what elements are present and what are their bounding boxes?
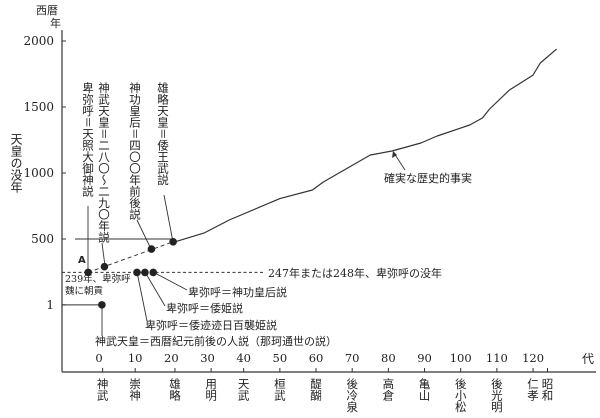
- x-tick-label: 60: [309, 351, 324, 365]
- emperor-name: 高倉: [381, 378, 396, 401]
- y-unit-label-2: 年: [50, 17, 61, 30]
- data-point-jimmu-1: [98, 301, 106, 309]
- annotation-certain-fact: 確実な歴史的事実: [384, 172, 472, 185]
- y-tick-label: 1500: [23, 100, 54, 114]
- leader-jingu-400: [136, 219, 152, 250]
- x-tick-label: 70: [345, 351, 360, 365]
- x-axis-label: 代: [582, 352, 595, 366]
- leader-jimmu-280: [101, 242, 106, 267]
- x-tick-label: 110: [486, 351, 508, 365]
- data-point-yuryaku: [169, 237, 177, 246]
- data-point-jimmu-280: [100, 262, 109, 271]
- emperor-name: 崇神: [128, 378, 143, 401]
- data-point-himiko-c: [149, 268, 158, 277]
- emperor-name: 後冷泉: [345, 378, 360, 413]
- leader-certain-fact: [393, 152, 406, 171]
- x-tick-label: 20: [164, 351, 179, 365]
- x-tick-label: 30: [200, 351, 215, 365]
- x-tick-label: 100: [450, 351, 472, 365]
- data-point-himiko-b: [141, 268, 149, 277]
- leader-himiko-yamatohime: [144, 271, 166, 307]
- leader-yuryaku: [163, 194, 174, 243]
- arrowhead: [392, 151, 397, 158]
- emperor-name: 桓武: [272, 378, 287, 401]
- x-tick-label: 80: [381, 351, 396, 365]
- data-point-himiko-amaterasu: [84, 268, 92, 277]
- emperor-name: 雄略: [167, 378, 182, 401]
- leader-himiko-momoso: [136, 271, 148, 322]
- annotation-himiko-amaterasu: 卑弥呼＝天照大御神説: [81, 82, 95, 197]
- annotation-jimmu-280: 神武天皇＝二八〇～二九〇年説: [97, 82, 111, 243]
- x-tick-label: 120: [522, 351, 544, 365]
- emperor-name: 用明: [204, 378, 219, 401]
- y-axis-label: 天皇の没年: [9, 133, 23, 193]
- x-tick-label: 0: [95, 351, 102, 365]
- emperor-name: 亀山: [417, 378, 432, 401]
- y-unit-label-1: 西暦: [36, 4, 58, 17]
- emperor-name: 後小松: [453, 378, 468, 413]
- emperor-name: 後光明: [489, 378, 504, 413]
- y-tick-label: 2000: [23, 34, 54, 48]
- data-point-jingu-400: [147, 245, 156, 253]
- annotation-jimmu-naka: 神武天皇＝西暦紀元前後の人説（那珂通世の説）: [95, 335, 337, 348]
- annotation-himiko-jingu: 卑弥呼＝神功皇后説: [188, 286, 287, 299]
- emperor-name: 醍醐: [309, 378, 324, 401]
- x-tick-label: 40: [236, 351, 251, 365]
- point-a-label: A: [78, 255, 86, 266]
- leader-himiko-jingu: [152, 271, 188, 291]
- y-tick-label: 500: [31, 232, 54, 246]
- emperor-name: 仁孝: [526, 378, 541, 401]
- emperor-name: 神武: [95, 378, 110, 401]
- data-point-himiko-a: [133, 268, 141, 277]
- annotation-himiko-momoso: 卑弥呼＝倭迹迹日百襲姫説: [145, 319, 277, 332]
- x-tick-label: 10: [128, 351, 143, 365]
- x-tick-label: 90: [417, 351, 432, 365]
- x-tick-label: 50: [273, 351, 288, 365]
- annotation-himiko-yamatohime: 卑弥呼＝倭姫説: [166, 302, 243, 315]
- annotation-jingu-400: 神功皇后＝四〇〇年前後説: [128, 82, 142, 220]
- series-line: [174, 48, 557, 243]
- emperor-name: 昭和: [540, 378, 555, 401]
- y-tick-label: 1000: [23, 166, 54, 180]
- annotation-himiko-death: 247年または248年、卑弥呼の没年: [268, 267, 442, 280]
- emperor-name: 天武: [236, 378, 251, 401]
- annotation-tribute-239-1: 239年、卑弥呼: [65, 274, 131, 285]
- annotation-yuryaku-bu: 雄略天皇＝倭王武説: [156, 82, 170, 186]
- y-tick-label: 1: [46, 298, 54, 312]
- annotation-tribute-239-2: 魏に朝貢: [65, 286, 104, 297]
